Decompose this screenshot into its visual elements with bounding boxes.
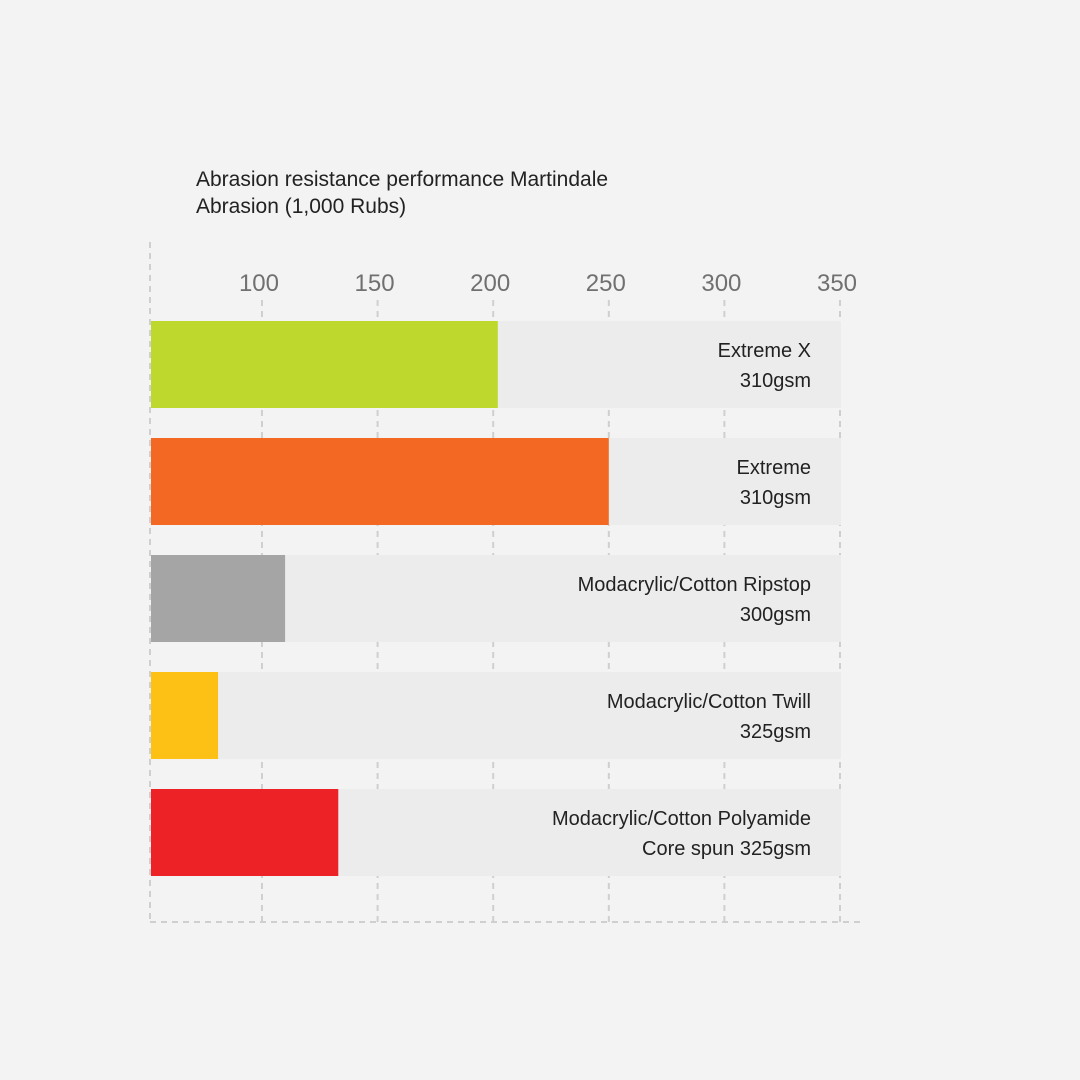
bar-label: Extreme 310gsm (737, 457, 811, 509)
bar-label-line: Extreme X (718, 340, 811, 362)
bar-track (151, 672, 841, 759)
bars: Extreme X 310gsm Extreme 310gsm Modacrylic/C… (151, 321, 841, 876)
bar-label: Modacrylic/Cotton Polyamide Core spun 325… (552, 808, 811, 860)
x-tick-label: 100 (239, 270, 279, 297)
bar-label-line: Modacrylic/Cotton Ripstop (578, 574, 811, 596)
bar-label-line: 310gsm (740, 370, 811, 392)
bar-label-line: Modacrylic/Cotton Twill (607, 691, 811, 713)
bar (151, 438, 609, 525)
chart-title-line-2: Abrasion (1,000 Rubs) (196, 195, 407, 218)
bar-label: Modacrylic/Cotton Twill 325gsm (607, 691, 811, 743)
bar (151, 555, 286, 642)
bar (151, 672, 219, 759)
bar-label-line: 300gsm (740, 604, 811, 626)
bar-label: Modacrylic/Cotton Ripstop 300gsm (578, 574, 811, 626)
bar (151, 321, 498, 408)
bar (151, 789, 339, 876)
x-tick-label: 350 (817, 270, 857, 297)
x-tick-label: 250 (586, 270, 626, 297)
chart-title-line-1: Abrasion resistance performance Martinda… (196, 168, 609, 191)
bar-label-line: Extreme (737, 457, 811, 479)
bar-label-line: Modacrylic/Cotton Polyamide (552, 808, 811, 830)
x-tick-label: 200 (470, 270, 510, 297)
x-tick-label: 150 (355, 270, 395, 297)
bar-label-line: 310gsm (740, 487, 811, 509)
bar-label-line: 325gsm (740, 721, 811, 743)
x-tick-label: 300 (701, 270, 741, 297)
bar-label: Extreme X 310gsm (718, 340, 811, 392)
chart-title: Abrasion resistance performance Martinda… (196, 166, 716, 220)
bar-label-line: Core spun 325gsm (642, 838, 811, 860)
x-tick-labels: 100 150 200 250 300 350 (239, 270, 857, 297)
